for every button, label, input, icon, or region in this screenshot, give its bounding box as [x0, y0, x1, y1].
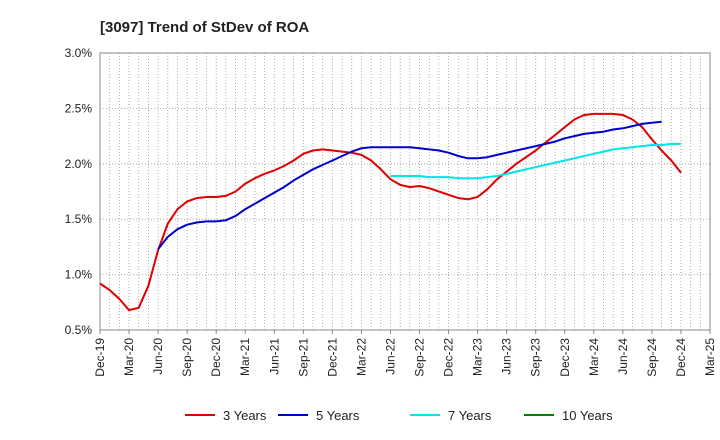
y-tick-label: 1.5% — [65, 212, 93, 226]
series-line-3-years — [99, 112, 682, 312]
x-tick-label: Mar-25 — [703, 338, 717, 376]
x-tick-label: Dec-24 — [674, 338, 688, 377]
x-tick-label: Jun-20 — [151, 338, 165, 375]
plot-background — [100, 53, 710, 330]
x-tick-label: Dec-22 — [442, 338, 456, 377]
series-line-5-years — [157, 120, 662, 250]
x-tick-label: Dec-19 — [93, 338, 107, 377]
x-tick-label: Mar-23 — [471, 338, 485, 376]
x-tick-label: Jun-21 — [267, 338, 281, 375]
plot-area: 0.5% 1.0% 1.5% 2.0% 2.5% 3.0% Dec-19 Mar-20 Jun-… — [65, 46, 717, 377]
x-tick-label: Sep-21 — [296, 338, 310, 377]
series-line-7-years — [390, 142, 681, 180]
x-tick-label: Jun-24 — [616, 338, 630, 375]
legend-label: 5 Years — [316, 408, 360, 423]
x-tick-label: Mar-24 — [587, 338, 601, 376]
x-tick-label: Dec-21 — [325, 338, 339, 377]
x-tick-label: Jun-22 — [383, 338, 397, 375]
x-tick-label: Mar-21 — [238, 338, 252, 376]
x-tick-label: Dec-20 — [209, 338, 223, 377]
chart-title: [3097] Trend of StDev of ROA — [100, 19, 309, 36]
y-tick-label: 0.5% — [65, 323, 93, 337]
x-tick-label: Dec-23 — [558, 338, 572, 377]
x-tick-label: Sep-20 — [180, 338, 194, 377]
x-tick-label: Sep-23 — [529, 338, 543, 377]
legend-label: 3 Years — [223, 408, 267, 423]
y-tick-label: 1.0% — [65, 268, 93, 282]
x-tick-label: Mar-20 — [122, 338, 136, 376]
x-tick-label: Jun-23 — [500, 338, 514, 375]
plot-frame — [99, 52, 711, 331]
x-tick-label: Sep-24 — [645, 338, 659, 377]
x-tick-label: Sep-22 — [413, 338, 427, 377]
y-tick-label: 2.5% — [65, 101, 93, 115]
y-tick-label: 3.0% — [65, 46, 93, 60]
y-tick-label: 2.0% — [65, 157, 93, 171]
legend: 3 Years 5 Years 7 Years 10 Years — [185, 408, 613, 423]
legend-label: 10 Years — [562, 408, 613, 423]
x-tick-label: Mar-22 — [354, 338, 368, 376]
legend-label: 7 Years — [448, 408, 492, 423]
